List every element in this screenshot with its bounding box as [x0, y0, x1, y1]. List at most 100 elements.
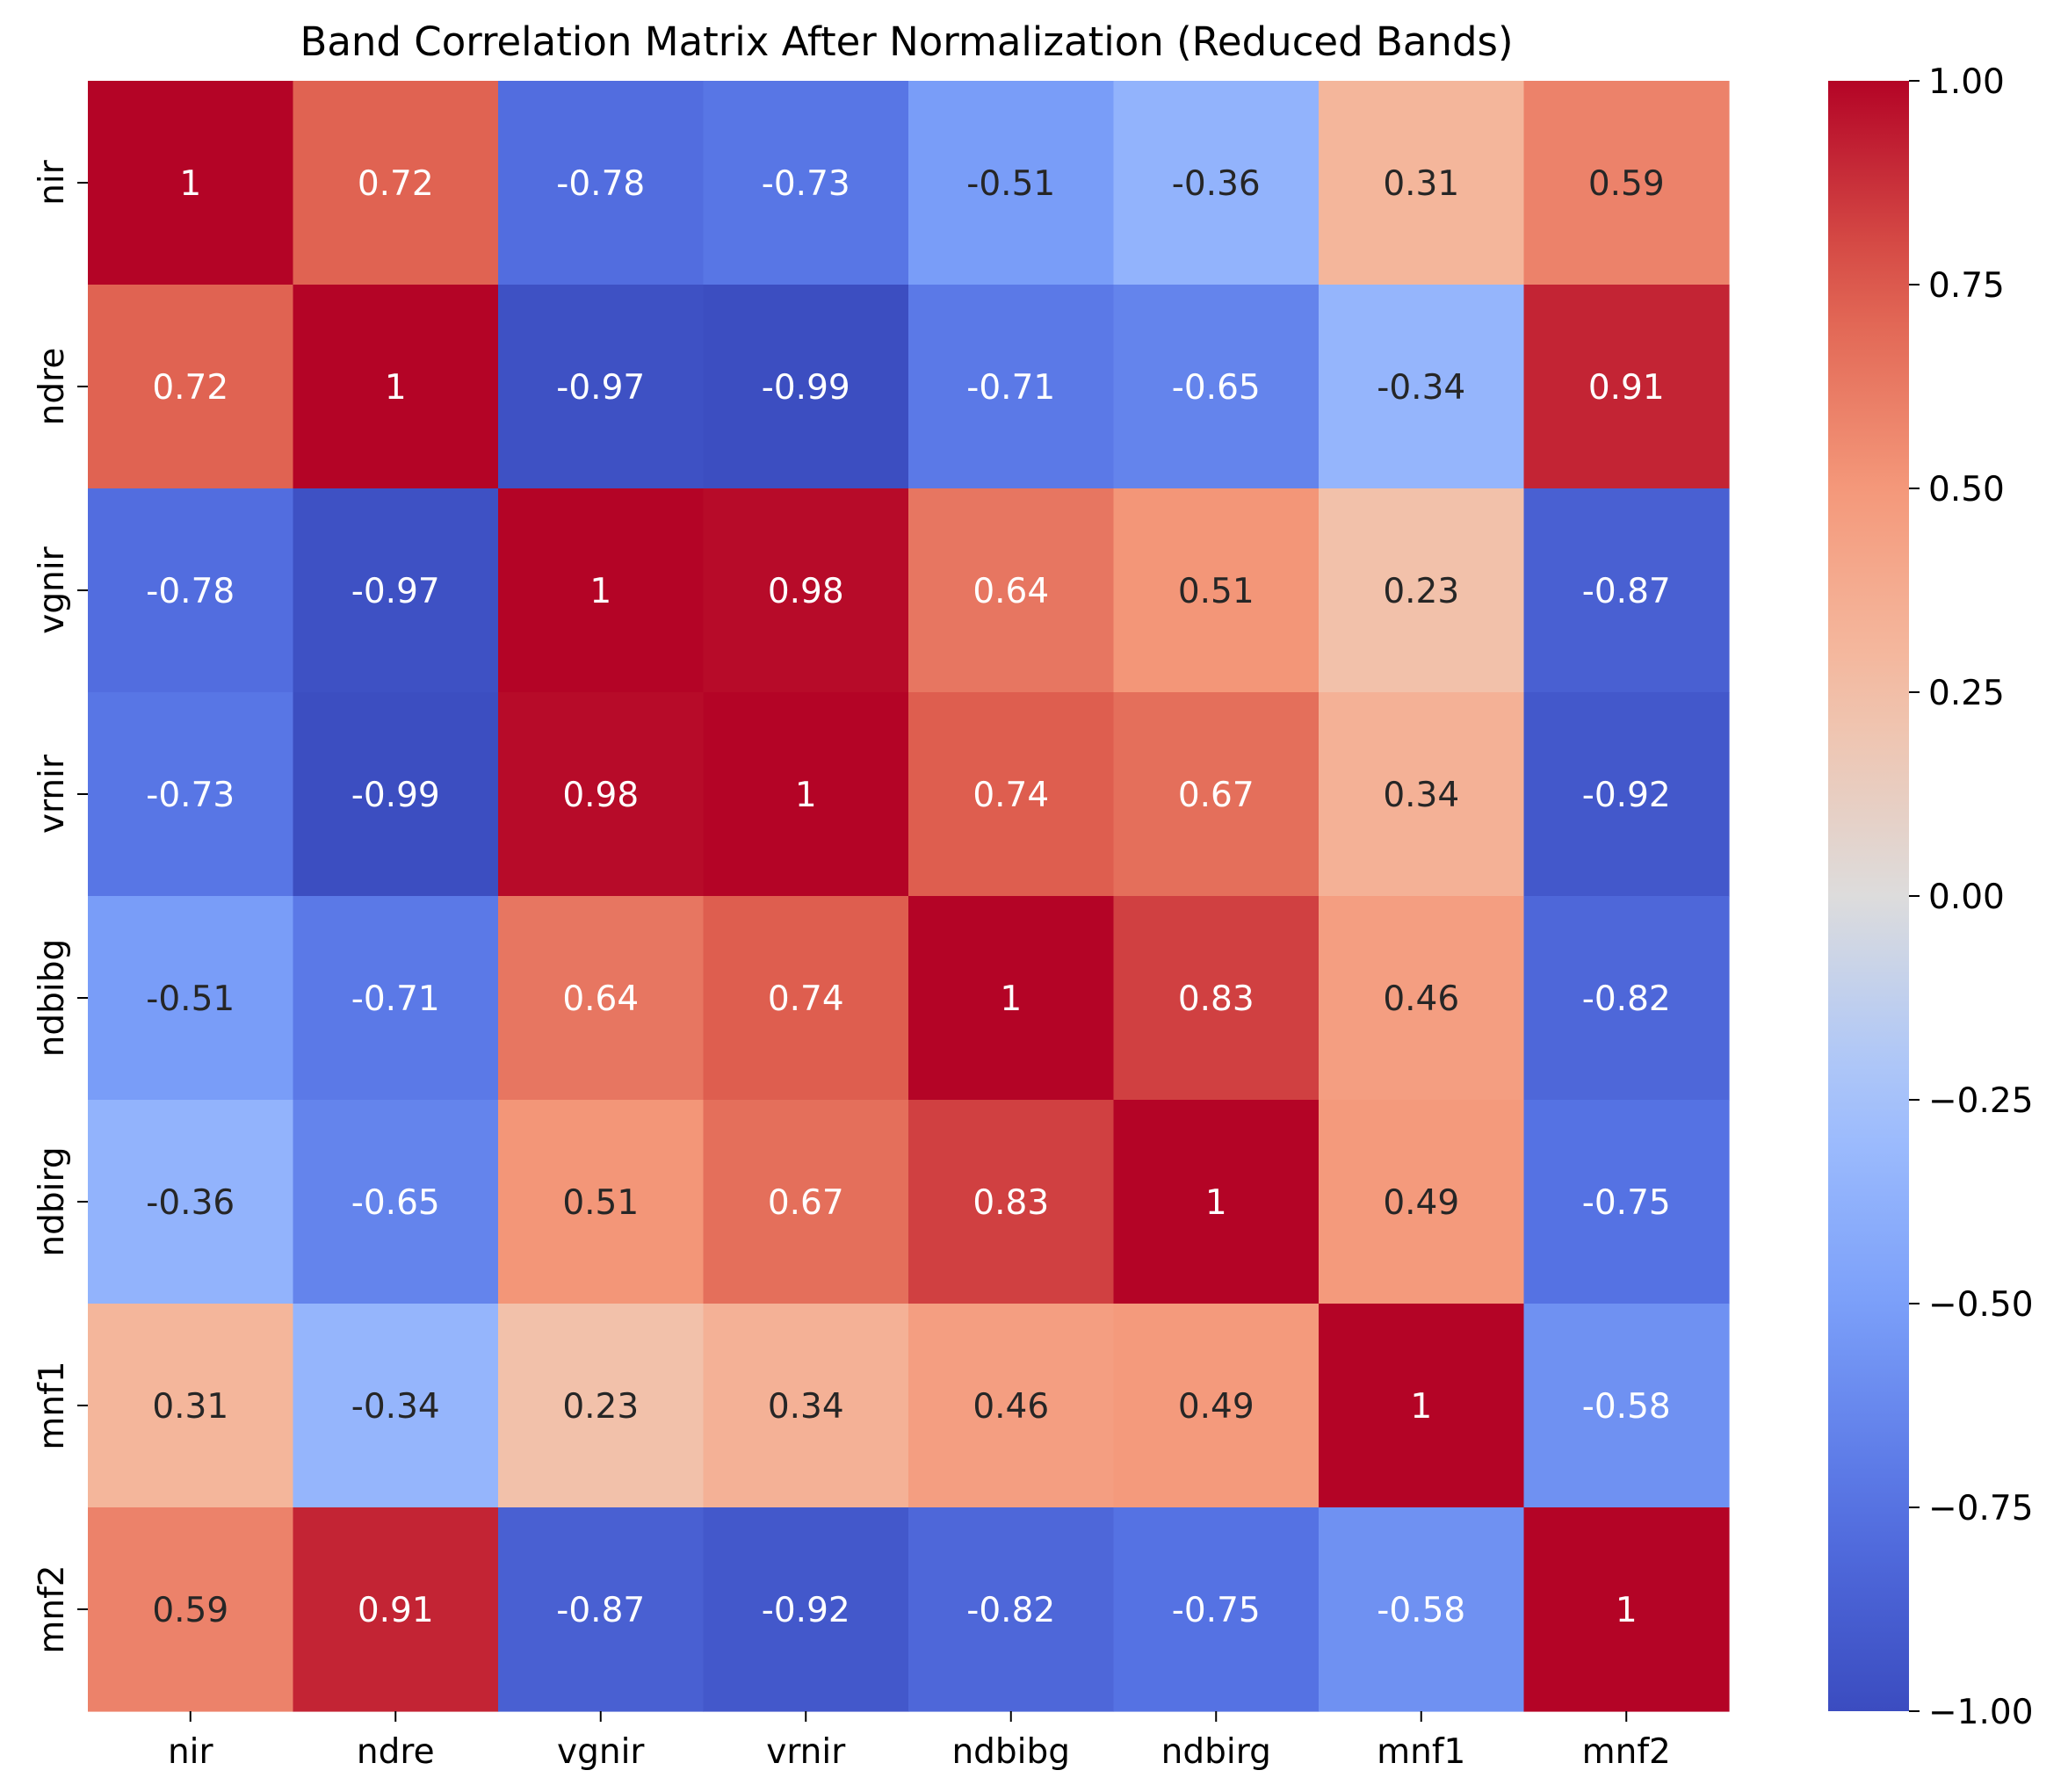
heatmap-cell-1-5	[1113, 285, 1320, 489]
heatmap-cell-3-2	[498, 692, 705, 897]
cell-annotation-1-2: -0.97	[556, 368, 645, 408]
colorbar-tick-label-2: 0.50	[1928, 470, 2005, 509]
heatmap-cell-0-2	[498, 81, 705, 285]
heatmap-cell-4-0	[88, 896, 294, 1101]
heatmap-cell-4-4	[908, 896, 1115, 1101]
colorbar-tick-label-8: −1.00	[1928, 1693, 2034, 1732]
cell-annotation-6-6: 1	[1410, 1387, 1432, 1427]
heatmap-cell-0-3	[703, 81, 909, 285]
heatmap-cell-0-0	[88, 81, 294, 285]
chart-title: Band Correlation Matrix After Normalizat…	[300, 18, 1513, 65]
cell-annotation-4-7: -0.82	[1582, 979, 1671, 1019]
cell-annotation-2-7: -0.87	[1582, 572, 1671, 611]
heatmap-cell-2-3	[703, 488, 909, 693]
cell-annotation-7-2: -0.87	[556, 1591, 645, 1630]
cell-annotations: 1 0.72 -0.78 -0.73 -0.51 -0.36 0.31 0.59 0.72 1 -0…	[146, 164, 1670, 1630]
cell-annotation-7-5: -0.75	[1172, 1591, 1261, 1630]
cell-annotation-0-5: -0.36	[1172, 164, 1261, 204]
heatmap-cell-5-4	[908, 1100, 1115, 1304]
cell-annotation-0-0: 1	[179, 164, 201, 204]
heatmap-cell-0-4	[908, 81, 1115, 285]
cell-annotation-1-7: 0.91	[1588, 368, 1665, 408]
heatmap-cell-4-2	[498, 896, 705, 1101]
heatmap-cell-5-7	[1523, 1100, 1730, 1304]
cell-annotation-5-1: -0.65	[351, 1183, 440, 1223]
heatmap-cell-6-3	[703, 1304, 909, 1508]
cell-annotation-6-0: 0.31	[152, 1387, 228, 1427]
cell-annotation-3-7: -0.92	[1582, 776, 1671, 815]
heatmap-cell-7-2	[498, 1507, 705, 1712]
heatmap-cell-1-3	[703, 285, 909, 489]
colorbar-tick-label-7: −0.75	[1928, 1489, 2034, 1528]
cell-annotation-4-3: 0.74	[768, 979, 844, 1019]
cell-annotation-7-3: -0.92	[762, 1591, 850, 1630]
heatmap-cell-0-5	[1113, 81, 1320, 285]
heatmap-cell-6-5	[1113, 1304, 1320, 1508]
cell-annotation-1-6: -0.34	[1377, 368, 1465, 408]
cell-annotation-7-6: -0.58	[1377, 1591, 1465, 1630]
cell-annotation-2-2: 1	[589, 572, 611, 611]
colorbar-tick-label-1: 0.75	[1928, 266, 2005, 306]
x-axis: nir ndre vgnir vrnir ndbibg ndbirg mnf1 mnf2	[168, 1711, 1671, 1772]
heatmap-cell-1-4	[908, 285, 1115, 489]
heatmap-cell-1-2	[498, 285, 705, 489]
cell-annotation-3-3: 1	[795, 776, 817, 815]
y-tick-label-1: ndre	[33, 348, 72, 426]
cell-annotation-4-0: -0.51	[146, 979, 235, 1019]
heatmap-cell-2-5	[1113, 488, 1320, 693]
heatmap-cell-1-6	[1319, 285, 1525, 489]
cell-annotation-0-6: 0.31	[1383, 164, 1459, 204]
heatmap-cell-7-4	[908, 1507, 1115, 1712]
cell-annotation-0-4: -0.51	[966, 164, 1055, 204]
cell-annotation-7-0: 0.59	[152, 1591, 228, 1630]
cell-annotation-4-1: -0.71	[351, 979, 440, 1019]
heatmap-cell-4-3	[703, 896, 909, 1101]
cell-annotation-7-4: -0.82	[966, 1591, 1055, 1630]
cell-annotation-5-5: 1	[1205, 1183, 1227, 1223]
heatmap-cell-0-1	[293, 81, 499, 285]
heatmap-cell-6-7	[1523, 1304, 1730, 1508]
heatmap-cell-4-7	[1523, 896, 1730, 1101]
cell-annotation-5-7: -0.75	[1582, 1183, 1671, 1223]
cell-annotation-3-5: 0.67	[1178, 776, 1255, 815]
heatmap-cell-3-4	[908, 692, 1115, 897]
heatmap-cell-5-2	[498, 1100, 705, 1304]
cell-annotation-4-2: 0.64	[562, 979, 639, 1019]
colorbar-tick-label-0: 1.00	[1928, 62, 2005, 102]
heatmap-cell-5-6	[1319, 1100, 1525, 1304]
heatmap-cell-5-3	[703, 1100, 909, 1304]
cell-annotation-3-0: -0.73	[146, 776, 235, 815]
heatmap-cell-6-4	[908, 1304, 1115, 1508]
heatmap-cell-3-1	[293, 692, 499, 897]
cell-annotation-1-1: 1	[385, 368, 407, 408]
heatmap-cell-3-5	[1113, 692, 1320, 897]
cell-annotation-6-2: 0.23	[562, 1387, 639, 1427]
x-tick-label-3: vrnir	[766, 1732, 846, 1772]
heatmap-cell-5-1	[293, 1100, 499, 1304]
y-axis: nir ndre vgnir vrnir ndbibg ndbirg mnf1 mnf2	[33, 159, 88, 1654]
cell-annotation-0-2: -0.78	[556, 164, 645, 204]
x-tick-label-5: ndbirg	[1161, 1732, 1271, 1772]
cell-annotation-2-3: 0.98	[768, 572, 844, 611]
heatmap-cell-0-7	[1523, 81, 1730, 285]
cell-annotation-0-1: 0.72	[358, 164, 434, 204]
colorbar-tick-label-5: −0.25	[1928, 1081, 2034, 1121]
x-tick-label-4: ndbibg	[951, 1732, 1070, 1772]
heatmap-cell-3-3	[703, 692, 909, 897]
cell-annotation-5-3: 0.67	[768, 1183, 844, 1223]
cell-annotation-2-0: -0.78	[146, 572, 235, 611]
x-tick-label-2: vgnir	[557, 1732, 645, 1772]
y-tick-label-6: mnf1	[33, 1361, 72, 1449]
cell-annotation-3-1: -0.99	[351, 776, 440, 815]
cell-annotation-6-1: -0.34	[351, 1387, 440, 1427]
heatmap-cells	[88, 81, 1730, 1712]
cell-annotation-1-5: -0.65	[1172, 368, 1261, 408]
cell-annotation-4-5: 0.83	[1178, 979, 1255, 1019]
heatmap-cell-1-1	[293, 285, 499, 489]
heatmap-cell-2-2	[498, 488, 705, 693]
cell-annotation-2-5: 0.51	[1178, 572, 1255, 611]
cell-annotation-0-7: 0.59	[1588, 164, 1665, 204]
cell-annotation-5-4: 0.83	[973, 1183, 1049, 1223]
y-tick-label-0: nir	[33, 159, 72, 206]
